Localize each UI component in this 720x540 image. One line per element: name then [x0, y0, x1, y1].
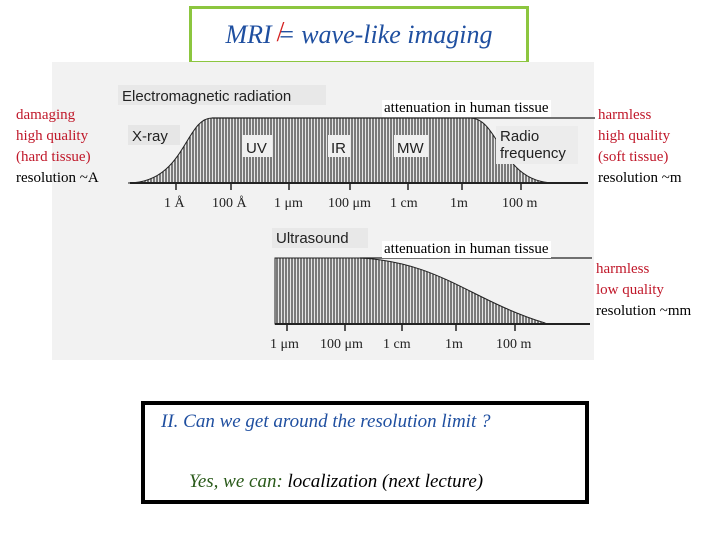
us-tick: 1 μm: [270, 337, 299, 352]
equal-sign: =: [277, 20, 296, 49]
us-right-notes: harmless low quality resolution ~mm: [596, 259, 691, 322]
em-heading-bg: [118, 85, 326, 105]
us-tick: 100 μm: [320, 337, 363, 352]
em-right-notes: harmless high quality (soft tissue) reso…: [598, 105, 682, 189]
em-note-harmless: harmless: [598, 107, 652, 123]
em-tick: 1 Å: [164, 195, 186, 211]
uv-label-bg: [242, 135, 272, 157]
radio-label-bg: [496, 126, 578, 164]
question-text: II. Can we get around the resolution lim…: [161, 411, 491, 432]
band-radio: Radio: [500, 128, 539, 145]
mw-label-bg: [394, 135, 428, 157]
em-heading: Electromagnetic radiation: [122, 88, 291, 105]
em-tick: 100 Å: [212, 195, 248, 211]
em-tick: 1 μm: [274, 196, 303, 211]
left-note-tissue: (hard tissue): [16, 149, 91, 165]
us-attenuation-curve: [274, 257, 546, 325]
em-note-tissue: (soft tissue): [598, 149, 669, 165]
left-notes: damaging high quality (hard tissue) reso…: [16, 105, 99, 189]
us-note-harmless: harmless: [596, 261, 650, 277]
left-note-resolution: resolution ~A: [16, 170, 99, 186]
band-xray: X-ray: [132, 128, 168, 145]
not-equal-sign: = /: [276, 17, 296, 50]
us-attenuation-label: attenuation in human tissue: [382, 241, 551, 258]
em-note-quality: high quality: [598, 128, 671, 144]
us-note-quality: low quality: [596, 282, 664, 298]
title-right: wave-like imaging: [301, 20, 493, 49]
answer-prefix: Yes, we can:: [189, 471, 288, 492]
us-heading-bg: [272, 228, 368, 248]
ir-label-bg: [328, 135, 350, 157]
us-tick: 1 cm: [383, 337, 411, 352]
left-note-quality: high quality: [16, 128, 89, 144]
em-tick: 1 cm: [390, 196, 418, 211]
em-tick: 1m: [450, 196, 468, 211]
em-tick: 100 μm: [328, 196, 371, 211]
question-box: II. Can we get around the resolution lim…: [141, 401, 589, 504]
band-frequency: frequency: [500, 145, 566, 162]
us-tick: 100 m: [496, 337, 532, 352]
answer-text: Yes, we can: localization (next lecture): [189, 471, 483, 493]
em-attenuation-label: attenuation in human tissue: [382, 100, 551, 117]
us-heading: Ultrasound: [276, 230, 349, 247]
band-ir: IR: [331, 140, 346, 157]
band-uv: UV: [246, 140, 267, 157]
us-tick: 1m: [445, 337, 463, 352]
left-note-damaging: damaging: [16, 107, 76, 123]
em-tick: 100 m: [502, 196, 538, 211]
title-left: MRI: [225, 20, 272, 49]
us-note-resolution: resolution ~mm: [596, 303, 692, 319]
em-note-resolution: resolution ~m: [598, 170, 682, 186]
slash-icon: /: [276, 17, 285, 48]
answer-emphasis: localization (next lecture): [287, 471, 484, 492]
band-mw: MW: [397, 140, 424, 157]
xray-label-bg: [128, 125, 180, 145]
